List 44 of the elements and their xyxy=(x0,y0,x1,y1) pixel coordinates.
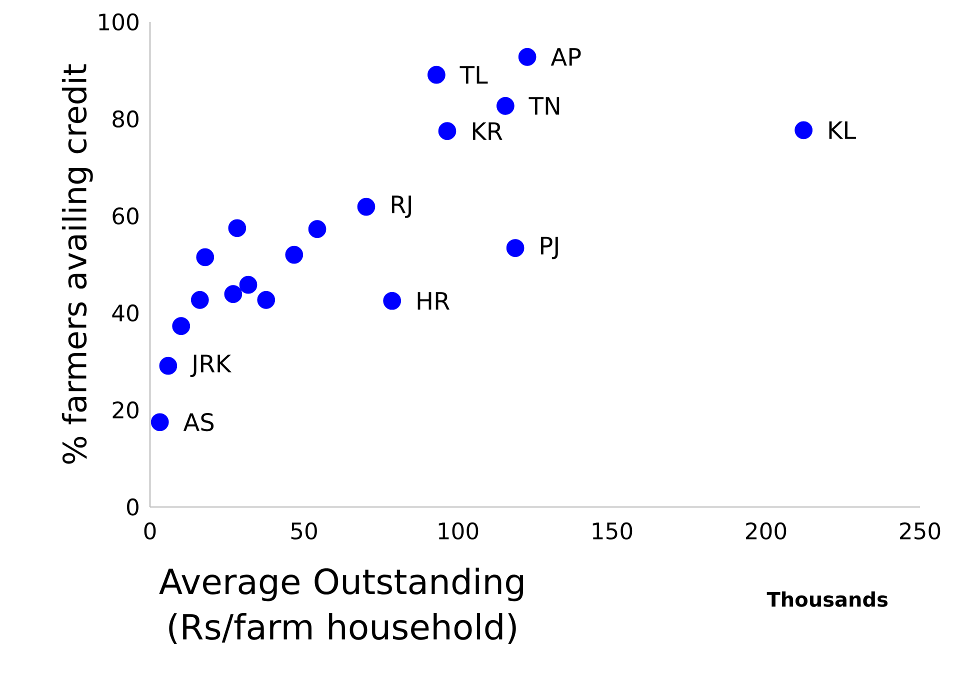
annotation: JRK xyxy=(190,354,232,378)
annotation: TL xyxy=(460,66,488,84)
x-tick-label: 100 xyxy=(438,522,478,540)
annotation: TN xyxy=(528,97,560,115)
point xyxy=(228,219,246,238)
point xyxy=(159,356,178,375)
point xyxy=(285,246,304,264)
x-axis-title: Average Outstanding (Rs/farm household) xyxy=(159,568,523,644)
y-tick-label: 100 xyxy=(99,13,138,31)
x-tick-label: 250 xyxy=(900,522,940,540)
y-tick-label: 20 xyxy=(112,401,138,419)
point xyxy=(438,122,456,140)
annotation: KR xyxy=(472,122,502,140)
point xyxy=(518,48,536,66)
annotation: RJ xyxy=(392,196,412,218)
y-tick-label: 40 xyxy=(112,304,138,322)
annotation: AS xyxy=(183,413,214,432)
point xyxy=(357,198,376,216)
annotation: KL xyxy=(829,121,856,139)
annotation: AP xyxy=(550,48,581,66)
annotation: HR xyxy=(418,292,450,310)
point xyxy=(496,96,514,115)
x-tick-label: 150 xyxy=(592,522,632,540)
y-axis-title: % farmers availing credit xyxy=(62,64,93,464)
y-tick-label: 0 xyxy=(127,498,138,516)
point xyxy=(257,290,276,309)
y-tick-label: 60 xyxy=(112,207,138,225)
y-tick-label: 80 xyxy=(112,110,138,128)
text: Thousands xyxy=(766,591,888,607)
point xyxy=(224,285,242,304)
x-tick-label: 200 xyxy=(746,522,786,540)
point xyxy=(196,248,214,266)
point xyxy=(383,292,402,310)
point xyxy=(428,66,446,84)
point xyxy=(172,317,190,336)
annotation: PJ xyxy=(541,236,558,260)
x-tick-label: 0 xyxy=(144,522,156,540)
point xyxy=(308,220,326,238)
point xyxy=(794,121,813,140)
point xyxy=(150,413,169,432)
point xyxy=(506,239,524,257)
x-tick-label: 50 xyxy=(291,522,317,540)
point xyxy=(239,276,258,294)
point xyxy=(190,290,209,309)
